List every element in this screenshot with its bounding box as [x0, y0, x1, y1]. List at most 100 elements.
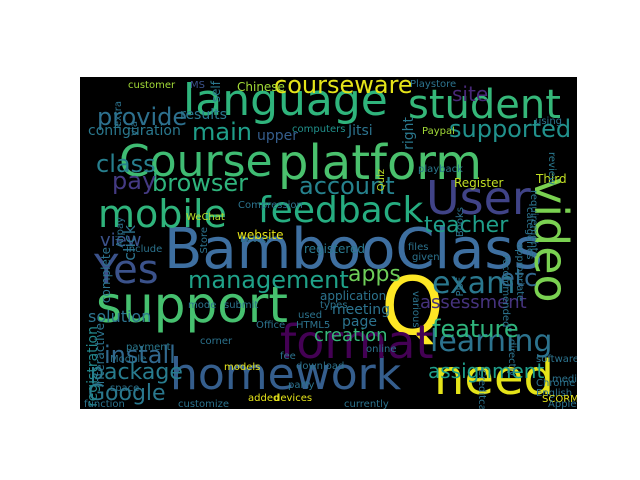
- word-given: given: [412, 252, 440, 263]
- word-site: site: [452, 82, 489, 106]
- word-q: Q: [381, 260, 444, 353]
- word-function: function: [84, 399, 125, 410]
- word-jitsi: Jitsi: [348, 123, 373, 139]
- word-learning: learning: [430, 324, 553, 359]
- word-cloud: BambooClass language student platform Course…: [80, 77, 577, 409]
- word-ms: MS: [190, 80, 205, 91]
- word-files: files: [408, 242, 429, 253]
- word-customer: customer: [128, 80, 176, 91]
- word-teacher: teacher: [424, 213, 509, 238]
- word-configuration: configuration: [88, 123, 181, 139]
- word-media: media: [552, 374, 577, 385]
- word-review: review: [546, 152, 557, 186]
- word-requirements: requirements: [528, 190, 539, 257]
- word-registered: registered: [304, 242, 366, 256]
- word-mode: mode: [188, 300, 217, 311]
- word-website: website: [237, 228, 284, 242]
- word-management: management: [188, 266, 349, 294]
- word-package: package: [90, 360, 183, 385]
- word-yes: Yes: [94, 247, 159, 293]
- word-software: software: [536, 354, 577, 365]
- word-class: class: [96, 150, 156, 178]
- word-google: Google: [88, 381, 166, 406]
- word-browser: browser: [152, 169, 249, 197]
- word-playstore: Playstore: [410, 79, 457, 90]
- word-customize: customize: [178, 399, 230, 410]
- word-corner: corner: [200, 336, 233, 347]
- word-complete: complete: [99, 247, 113, 304]
- word-pdf: PDF: [455, 277, 466, 297]
- word-added: added: [248, 393, 280, 404]
- word-space: space: [110, 383, 140, 394]
- word-feature: feature: [432, 315, 519, 343]
- word-install: install: [104, 341, 176, 369]
- word-download: download: [296, 361, 345, 372]
- word-apple: Apple: [548, 399, 577, 410]
- word-courseware: courseware: [274, 77, 413, 99]
- word-register: Register: [454, 176, 504, 190]
- word-computers: computers: [292, 124, 346, 135]
- word-wechat: WeChat: [186, 212, 225, 223]
- word-store: Store: [199, 227, 210, 254]
- word-include: include: [126, 244, 163, 255]
- word-meeting: meeting: [332, 302, 391, 318]
- word-office: Office: [256, 320, 286, 331]
- word-apps: apps: [348, 262, 401, 287]
- word-various: various: [410, 291, 421, 328]
- word-types: types: [320, 300, 348, 311]
- word-fee: fee: [280, 351, 296, 362]
- word-via: via: [129, 121, 140, 136]
- word-submit: submit: [224, 300, 259, 311]
- word-right: right: [401, 117, 417, 150]
- word-models: models: [224, 362, 261, 373]
- word-using: using: [535, 116, 563, 127]
- word-playback: playback: [418, 164, 463, 175]
- word-recommended: recommended: [500, 255, 511, 328]
- word-support: support: [96, 276, 288, 334]
- word-page: page: [342, 314, 377, 330]
- word-account: account: [299, 172, 395, 200]
- word-devices: devices: [274, 393, 313, 404]
- word-directly: directly: [506, 339, 517, 377]
- word-upper: upper: [257, 128, 299, 144]
- word-supported: supported: [449, 115, 572, 143]
- word-self: self: [209, 81, 223, 103]
- word-html5: HTML5: [296, 320, 331, 331]
- word-party: party: [288, 380, 315, 391]
- word-course: Course: [119, 136, 273, 187]
- word-bambooclass: BambooClass: [164, 217, 543, 282]
- word-provide: provide: [97, 103, 188, 131]
- word-third: Third: [536, 172, 567, 186]
- word-appropriate: appropriate: [514, 243, 525, 302]
- word-etc: etc: [500, 264, 538, 292]
- word-books: Books: [455, 207, 466, 238]
- word-assignment: assignment: [428, 359, 545, 383]
- word-homework: homework: [170, 349, 402, 400]
- word-main: main: [192, 118, 252, 146]
- word-mobile: mobile: [98, 192, 227, 236]
- word-need: need: [434, 350, 554, 406]
- word-scorm: SCORM: [542, 394, 577, 405]
- word-quiz: Quiz: [376, 169, 387, 192]
- word-view: view: [100, 230, 142, 251]
- word-chrome: Chrome: [536, 378, 576, 389]
- word-format: format: [280, 315, 434, 369]
- word-platform: platform: [278, 135, 482, 191]
- word-compression: Compression: [238, 200, 303, 211]
- word-application: application: [320, 289, 387, 303]
- word-solution: solution: [88, 307, 152, 326]
- word-payment: payment: [126, 342, 171, 353]
- word-currently: currently: [344, 399, 389, 410]
- word-english: English: [536, 388, 573, 399]
- word-used: used: [298, 310, 323, 321]
- word-assessment: assessment: [420, 292, 527, 313]
- word-creation: creation: [314, 325, 388, 346]
- word-interactive: interactive: [93, 323, 107, 388]
- word-exam: exam: [432, 266, 516, 301]
- word-online: online: [366, 344, 397, 355]
- word-alipay: Alipay: [115, 217, 126, 248]
- word-better: better: [240, 234, 271, 245]
- word-language: language: [183, 77, 388, 126]
- word-extra: extra: [113, 101, 124, 128]
- word-student: student: [408, 82, 561, 128]
